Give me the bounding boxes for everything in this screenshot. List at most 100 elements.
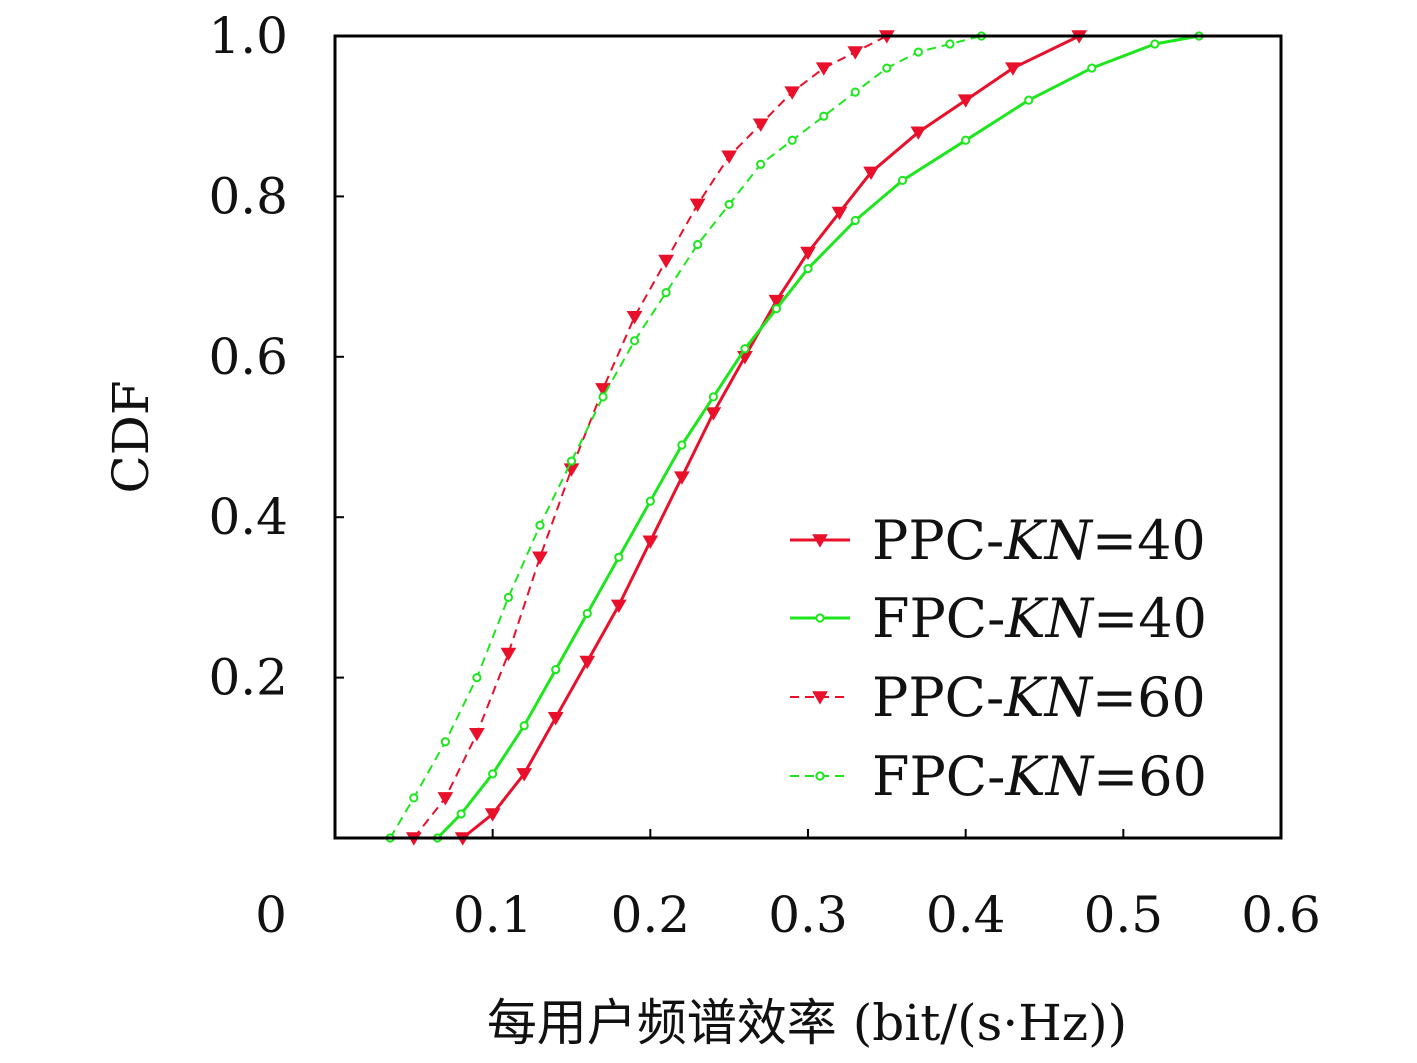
series-2-point-5: [551, 664, 561, 675]
x-tick-label-0.2: 0.2: [611, 886, 691, 944]
series-3-point-5: [532, 551, 548, 565]
series-1-point-11: [768, 294, 785, 309]
series-4-point-9: [629, 336, 640, 346]
x-tick-label-0.5: 0.5: [1084, 886, 1164, 944]
series-1-point-15: [910, 126, 927, 140]
series-4-point-18: [913, 47, 923, 57]
x-axis-label: 每用户频谱效率 (bit/(s·Hz)): [487, 994, 1127, 1052]
series-4-point-12: [724, 199, 734, 210]
y-tick-label-0.6: 0.6: [208, 328, 288, 386]
series-3-point-11: [721, 150, 738, 164]
x-tick-label-0.4: 0.4: [926, 886, 1006, 944]
series-4-point-5: [503, 592, 514, 603]
series-1-point-13: [831, 206, 848, 221]
series-3-point-9: [658, 254, 674, 269]
series-4-point-10: [661, 288, 671, 298]
series-1-line: [461, 34, 1080, 840]
legend-label-4: FPC-KN=60: [872, 745, 1207, 808]
series-2-point-4: [519, 721, 529, 731]
series-2-point-16: [961, 135, 971, 145]
series-1-point-9: [705, 407, 722, 421]
series-1-point-8: [673, 471, 690, 485]
legend-label-2: FPC-KN=40: [872, 587, 1207, 650]
series-2-point-6: [582, 608, 592, 619]
series-3-point-12: [752, 118, 769, 132]
series-2-point-12: [771, 304, 782, 314]
y-tick-label-0.2: 0.2: [208, 649, 288, 707]
series-2: [432, 31, 1204, 843]
series-2-point-2: [456, 809, 466, 819]
series-4-point-16: [850, 87, 860, 97]
series-4-point-11: [693, 239, 703, 250]
series-1-point-12: [800, 246, 816, 261]
series-4-point-19: [945, 39, 955, 49]
series-1-point-17: [1005, 62, 1021, 76]
legend: PPC-KN=40 FPC-KN=40 PPC-KN=60 FPC-KN=60: [790, 509, 1207, 808]
legend-label-3: PPC-KN=60: [872, 666, 1206, 729]
series-4-point-6: [535, 520, 545, 530]
legend-entry-2: FPC-KN=40: [790, 587, 1207, 650]
y-tick-label-1.0: 1.0: [208, 7, 288, 65]
series-1-point-7: [642, 535, 659, 549]
series-4-point-8: [598, 392, 608, 402]
series-1-point-2: [484, 808, 501, 822]
series-4-point-2: [409, 793, 419, 803]
legend-marker-3: [812, 691, 828, 705]
ticks-layer: 0 0.1 0.2 0.3 0.4 0.5 0.6 0.2 0.4 0.6 0.8 1.0: [208, 7, 1320, 944]
legend-entry-4: FPC-KN=60: [790, 745, 1207, 808]
series-3-point-14: [815, 62, 832, 76]
series-4: [385, 31, 987, 843]
y-axis-label: CDF: [102, 380, 160, 493]
series-2-point-13: [803, 263, 813, 274]
x-tick-label-0: 0: [255, 886, 287, 944]
series-3-point-15: [847, 46, 864, 60]
series-1-point-6: [610, 599, 627, 614]
series-3-point-2: [437, 792, 454, 806]
series-3-point-10: [689, 198, 706, 213]
x-tick-label-0.3: 0.3: [768, 886, 848, 944]
y-tick-label-0.4: 0.4: [208, 488, 288, 546]
series-1-point-14: [863, 166, 879, 180]
series-2-point-7: [614, 552, 624, 562]
legend-marker-4: [815, 771, 825, 781]
legend-entry-1: PPC-KN=40: [790, 509, 1206, 572]
series-4-point-13: [756, 159, 766, 169]
series-4-point-7: [566, 456, 577, 466]
series-3-line: [413, 35, 888, 839]
series-3-point-4: [500, 647, 517, 662]
series-1-point-5: [579, 655, 596, 670]
series-3-point-8: [626, 310, 643, 325]
series-4-point-17: [882, 63, 892, 73]
series-2-point-18: [1087, 63, 1097, 73]
legend-marker-1: [812, 534, 828, 548]
x-tick-label-0.6: 0.6: [1241, 886, 1321, 944]
series-2-point-10: [708, 392, 719, 402]
series-4-line: [389, 35, 982, 839]
series-2-point-15: [898, 175, 908, 185]
series-4-point-4: [472, 673, 482, 683]
x-tick-label-0.1: 0.1: [453, 886, 533, 944]
series-1-point-4: [547, 711, 564, 726]
series-2-point-14: [850, 215, 860, 226]
series-4-point-3: [440, 737, 450, 747]
series-2-point-8: [645, 496, 655, 506]
series-1-point-3: [516, 768, 533, 782]
series-3-point-13: [784, 86, 801, 100]
series-2-point-9: [677, 440, 687, 450]
series-2-line: [436, 34, 1200, 840]
legend-entry-3: PPC-KN=60: [790, 666, 1206, 729]
series-4-point-14: [787, 135, 797, 145]
legend-label-1: PPC-KN=40: [872, 509, 1206, 572]
series-1-point-16: [957, 94, 974, 108]
series-2-point-3: [488, 769, 498, 779]
y-tick-label-0.8: 0.8: [208, 167, 288, 225]
series-2-point-19: [1150, 39, 1160, 49]
series-2-point-11: [740, 344, 750, 354]
series-3-point-3: [469, 727, 485, 742]
series-layer: [385, 30, 1204, 846]
series-4-point-15: [819, 111, 829, 121]
series-2-point-17: [1024, 95, 1034, 105]
series-3: [405, 30, 895, 846]
